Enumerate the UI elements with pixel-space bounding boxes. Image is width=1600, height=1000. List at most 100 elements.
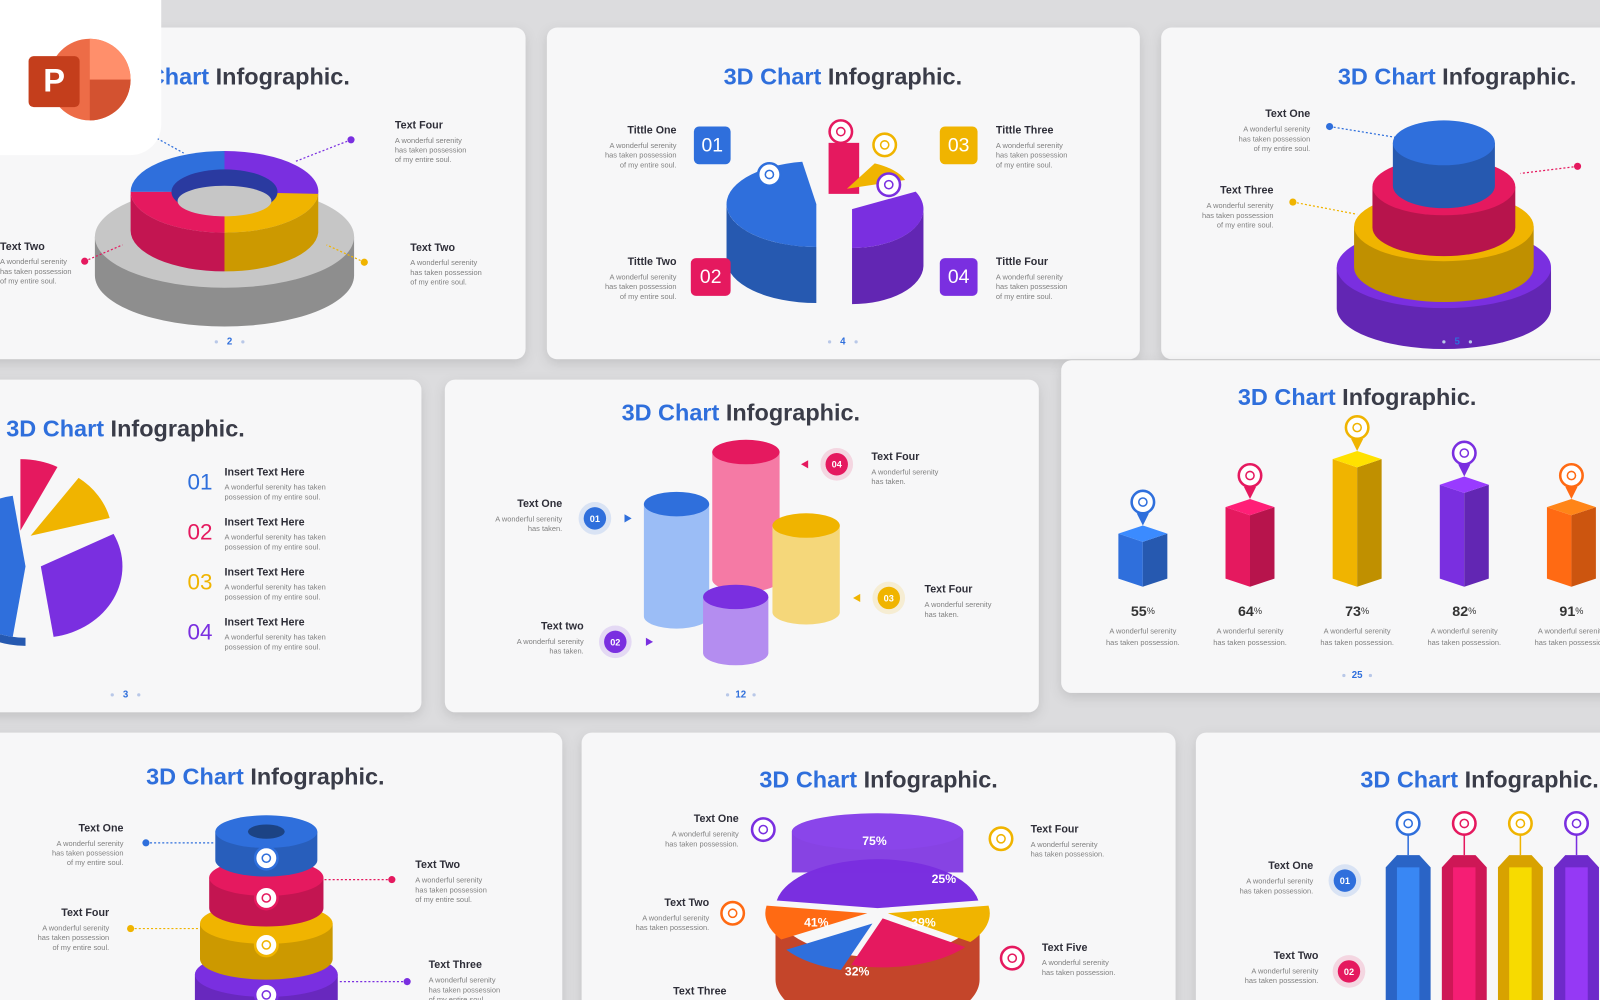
- body-text: has taken possession: [38, 933, 110, 942]
- pin-icon: [1571, 818, 1582, 829]
- prism-face: [1509, 867, 1532, 1000]
- number-badge: [877, 586, 900, 610]
- pin: [1451, 810, 1477, 836]
- badge-number: 02: [610, 637, 620, 647]
- connector: [1520, 165, 1578, 175]
- body-text: of my entire soul.: [996, 160, 1053, 169]
- slide-title: 3D Chart Infographic.: [1360, 767, 1598, 793]
- item-number: 03: [188, 570, 213, 595]
- number-badge: [1333, 869, 1357, 892]
- body-text: has taken possession: [605, 282, 677, 291]
- title-rest: Infographic.: [1342, 384, 1476, 410]
- pin: [1564, 810, 1590, 836]
- number-badge: [825, 453, 848, 476]
- body-text: has taken possession: [410, 268, 482, 277]
- item-number: 04: [188, 620, 213, 645]
- body-text: has taken possession.: [1213, 638, 1287, 647]
- body-text: A wonderful serenity: [1206, 201, 1273, 210]
- label-heading: Text One: [1268, 860, 1313, 872]
- pin-icon: [1007, 953, 1018, 964]
- pie-label: 39%: [911, 916, 936, 930]
- bar-top: [1225, 498, 1275, 516]
- pie-label: 32%: [845, 965, 870, 979]
- label-heading: Tittle Three: [996, 124, 1054, 136]
- badge-number: 04: [948, 266, 970, 288]
- pin-tail: [1136, 513, 1149, 526]
- page-number: 5: [1454, 336, 1460, 347]
- pin-icon: [1352, 422, 1362, 433]
- body-text: of my entire soul.: [1254, 144, 1311, 153]
- prism-face: [1396, 867, 1420, 1000]
- pin: [988, 826, 1014, 852]
- item-number: 01: [188, 470, 213, 495]
- badge-number: 02: [1344, 967, 1354, 977]
- connector-dot: [388, 876, 396, 884]
- body-text: possession of my entire soul.: [224, 642, 320, 651]
- pin: [253, 932, 279, 958]
- label-heading: Text One: [1265, 108, 1310, 120]
- prism-face: [1453, 867, 1476, 1000]
- pin: [253, 982, 279, 1000]
- logo-tile: [28, 56, 80, 108]
- body-text: A wonderful serenity: [610, 141, 677, 150]
- bar-top: [1439, 476, 1489, 493]
- title-rest: Infographic.: [1465, 767, 1599, 793]
- label-heading: Text Three: [673, 986, 726, 998]
- logo-wedge: [89, 38, 131, 80]
- body-text: A wonderful serenity: [429, 976, 496, 985]
- pin-tail: [1243, 486, 1257, 499]
- chart-shape: [775, 908, 980, 1000]
- body-text: has taken possession.: [1042, 968, 1116, 977]
- connector: [1329, 125, 1399, 139]
- body-text: A wonderful serenity: [1251, 966, 1318, 975]
- pin-icon: [1515, 818, 1526, 829]
- title-rest: Infographic.: [1442, 64, 1576, 90]
- chart-shape: [0, 634, 26, 646]
- bar-face: [1464, 484, 1489, 587]
- page-dot: [725, 693, 730, 697]
- arrow: [801, 460, 809, 469]
- item-number: 02: [188, 520, 213, 545]
- connector-dot: [1573, 162, 1582, 170]
- pin: [999, 945, 1025, 971]
- bar-face: [1571, 507, 1596, 587]
- connector: [84, 244, 123, 262]
- connector: [1292, 201, 1358, 215]
- body-text: possession of my entire soul.: [224, 542, 320, 551]
- pin-icon: [261, 853, 272, 864]
- chart-shape: [726, 204, 817, 304]
- pin-icon: [996, 833, 1006, 844]
- title-accent: 3D Chart: [6, 416, 104, 442]
- title-accent: 3D Chart: [724, 64, 822, 90]
- body-text: has taken possession.: [1245, 976, 1319, 985]
- chart-hole: [247, 824, 285, 839]
- chart-shape: [772, 525, 840, 625]
- chart-shape: [20, 459, 58, 531]
- body-text: has taken possession.: [1106, 638, 1180, 647]
- arrow: [853, 593, 861, 603]
- label-heading: Insert Text Here: [224, 466, 304, 478]
- pin: [1237, 463, 1263, 489]
- label-heading: Text One: [78, 822, 123, 834]
- body-text: A wonderful serenity: [1538, 627, 1600, 636]
- body-text: A wonderful serenity: [0, 257, 67, 266]
- chart-shape: [852, 191, 924, 248]
- percent-unit: %: [1575, 607, 1583, 617]
- percent-label: 64%: [1238, 604, 1262, 620]
- body-text: has taken possession: [0, 267, 72, 276]
- body-text: A wonderful serenity: [1324, 627, 1391, 636]
- percent-value: 55: [1131, 604, 1147, 620]
- body-text: has taken possession.: [1427, 638, 1501, 647]
- body-text: A wonderful serenity has taken: [224, 533, 325, 542]
- page-dot: [854, 340, 858, 344]
- pin-icon: [879, 140, 890, 150]
- pin-icon: [764, 169, 775, 180]
- bar-face: [1225, 507, 1250, 587]
- body-text: possession of my entire soul.: [224, 592, 320, 601]
- percent-value: 82: [1452, 604, 1468, 620]
- slide: [0, 379, 422, 713]
- body-text: has taken possession: [1202, 211, 1274, 220]
- pin-icon: [1566, 470, 1577, 481]
- label-heading: Text Three: [429, 959, 482, 971]
- body-text: A wonderful serenity: [924, 600, 991, 609]
